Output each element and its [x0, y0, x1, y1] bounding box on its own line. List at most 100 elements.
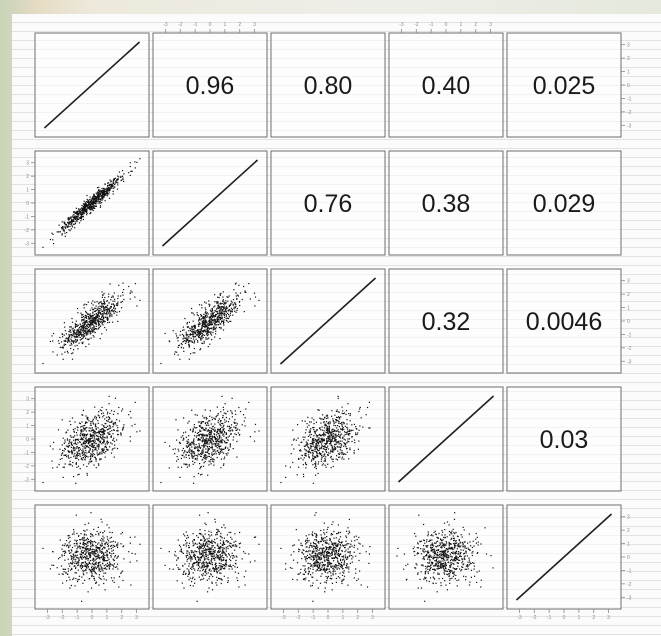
scatter-point — [101, 438, 103, 440]
scatter-point — [62, 358, 64, 360]
scatter-point — [323, 454, 325, 456]
scatter-point — [254, 423, 257, 425]
scatter-point — [83, 325, 85, 327]
scatter-point — [102, 310, 104, 312]
scatter-point — [329, 443, 331, 445]
scatter-point — [103, 537, 105, 539]
scatter-point — [53, 243, 55, 245]
scatter-point — [207, 438, 209, 440]
scatter-point — [205, 427, 207, 429]
scatter-point — [90, 322, 92, 324]
scatter-point — [184, 451, 186, 453]
scatter-point — [198, 439, 200, 441]
scatter-point — [202, 330, 204, 332]
scatter-point — [95, 203, 97, 205]
scatter-point — [95, 313, 97, 315]
scatter-point — [69, 544, 71, 546]
scatter-point — [208, 337, 210, 339]
scatter-point — [81, 549, 83, 551]
scatter-point — [194, 550, 196, 552]
scatter-point — [88, 541, 90, 543]
scatter-point — [121, 571, 123, 573]
scatter-point — [234, 310, 236, 312]
scatter-point — [211, 313, 214, 315]
scatter-point — [311, 442, 313, 444]
scatter-point — [90, 424, 92, 426]
scatter-point — [182, 552, 184, 554]
scatter-point — [117, 297, 119, 300]
scatter-point — [87, 339, 89, 341]
scatter-point — [192, 320, 194, 322]
scatter-point — [83, 209, 85, 211]
scatter-point — [232, 314, 234, 316]
scatter-point — [199, 323, 201, 326]
scatter-point — [101, 552, 103, 554]
scatter-point — [84, 570, 86, 572]
scatter-point — [196, 312, 198, 314]
scatter-point — [93, 314, 95, 316]
scatter-point — [93, 453, 96, 456]
scatter-point — [313, 457, 315, 460]
scatter-point — [111, 310, 113, 312]
scatter-point — [78, 559, 80, 561]
scatter-point — [365, 414, 367, 416]
scatter-point — [106, 553, 108, 555]
scatter-point — [109, 183, 111, 185]
scatter-point — [106, 565, 108, 567]
scatter-point — [85, 454, 87, 456]
scatter-point — [207, 474, 209, 476]
scatter-point — [203, 462, 205, 464]
scatter-point — [197, 324, 200, 326]
scatter-point — [64, 326, 66, 328]
scatter-point — [98, 570, 100, 572]
scatter-point — [106, 312, 108, 314]
scatter-point — [81, 316, 83, 318]
scatter-point — [86, 445, 88, 447]
scatter-point — [93, 329, 95, 331]
scatter-point — [110, 186, 113, 188]
scatter-point — [98, 532, 100, 535]
scatter-point — [76, 539, 78, 541]
scatter-point — [222, 414, 224, 417]
scatter-point — [106, 554, 108, 556]
scatter-point — [108, 558, 110, 560]
scatter-point — [63, 568, 65, 570]
scatter-point — [342, 426, 344, 429]
scatter-point — [97, 546, 99, 548]
scatter-point — [95, 562, 97, 564]
scatter-point — [228, 305, 230, 308]
scatter-point — [111, 187, 113, 189]
scatter-point — [97, 321, 99, 323]
scatter-point — [330, 432, 332, 434]
scatter-point — [204, 321, 206, 323]
scatter-point — [209, 319, 211, 321]
scatter-point — [311, 450, 313, 452]
scatter-point — [104, 326, 106, 329]
scatter-point — [207, 540, 209, 542]
scatter-point — [220, 307, 222, 309]
scatter-point — [95, 460, 97, 462]
scatter-point — [99, 544, 101, 546]
scatter-point — [226, 296, 228, 298]
scatter-point — [75, 211, 77, 213]
scatter-point — [318, 438, 320, 440]
scatter-point — [74, 565, 76, 567]
scatter-point — [218, 550, 220, 552]
scatter-point — [65, 226, 67, 228]
scatter-point — [112, 295, 114, 297]
scatter-point — [59, 346, 61, 348]
scatter-point — [112, 568, 114, 570]
scatter-point — [68, 229, 70, 231]
scatter-point — [218, 546, 220, 548]
scatter-point — [216, 572, 218, 574]
scatter-point — [62, 228, 64, 230]
scatter-point — [190, 452, 192, 455]
scatter-point — [99, 459, 101, 461]
scatter-point — [92, 455, 94, 457]
scatter-point — [84, 458, 86, 460]
scatter-point — [293, 438, 295, 440]
scatter-point — [328, 443, 331, 445]
scatter-point — [323, 418, 325, 420]
scatter-point — [221, 422, 223, 424]
scatter-point — [102, 318, 104, 321]
